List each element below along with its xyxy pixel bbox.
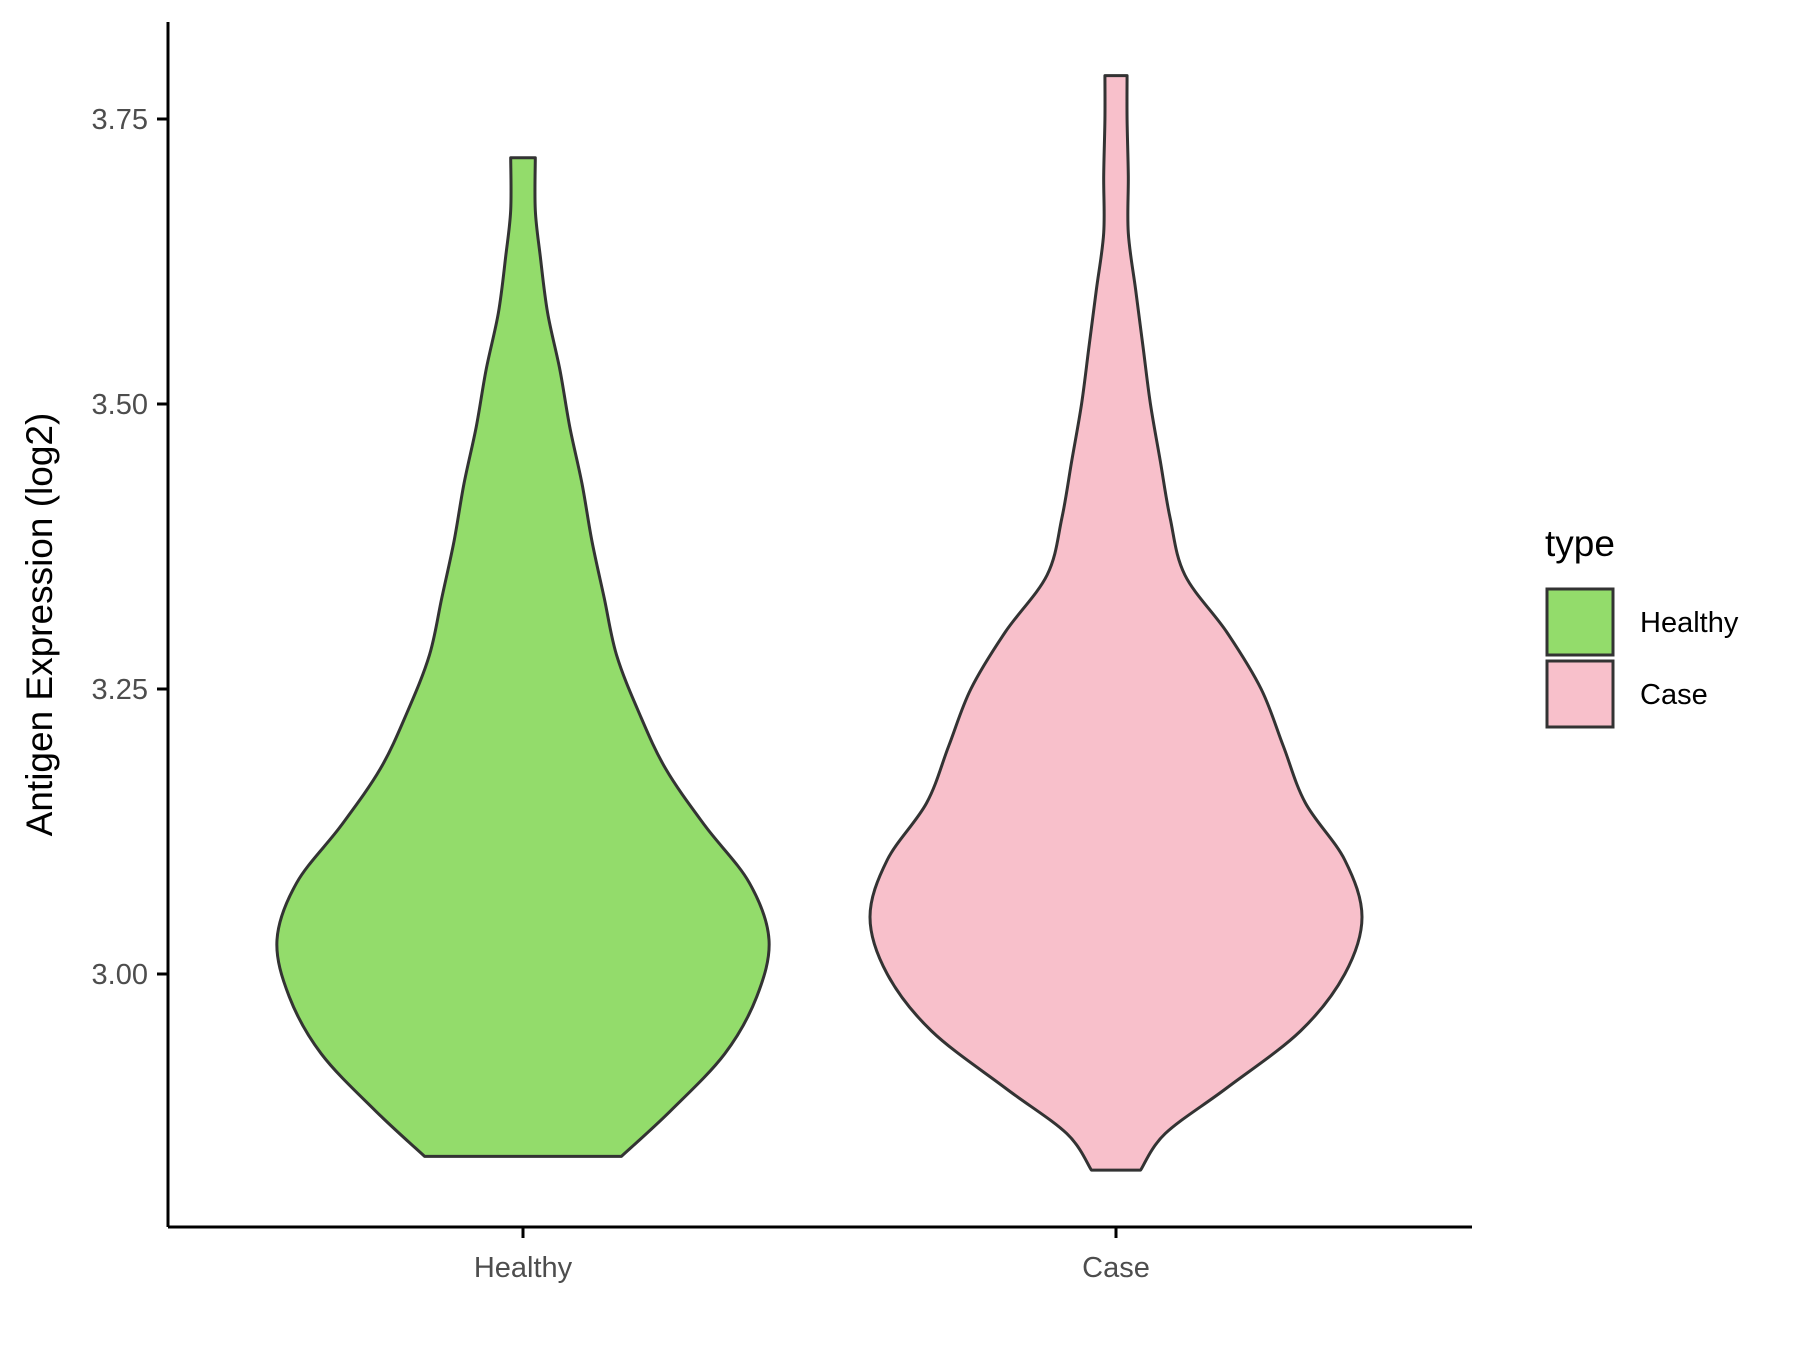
y-tick-label: 3.00 [92,959,148,991]
y-tick-label: 3.50 [92,389,148,421]
legend-label-case: Case [1640,679,1708,711]
y-axis-title: Antigen Expression (log2) [19,413,60,837]
legend-key-case [1545,659,1615,729]
violin-layer [275,74,1364,1172]
axes: 3.00 3.25 3.50 3.75 Healthy Case [92,22,1472,1284]
violin-case [868,74,1364,1172]
legend: type Healthy Case [1545,523,1739,729]
y-tick-label: 3.25 [92,674,148,706]
x-tick-label: Healthy [474,1252,573,1284]
x-tick-label: Case [1082,1252,1150,1284]
x-ticks: Healthy Case [474,1227,1150,1284]
y-tick-label: 3.75 [92,104,148,136]
legend-key-healthy [1545,587,1615,657]
legend-label-healthy: Healthy [1640,607,1739,639]
legend-title: type [1545,523,1615,564]
violin-healthy [275,156,771,1158]
legend-entries: Healthy Case [1545,587,1739,729]
y-ticks: 3.00 3.25 3.50 3.75 [92,104,168,991]
